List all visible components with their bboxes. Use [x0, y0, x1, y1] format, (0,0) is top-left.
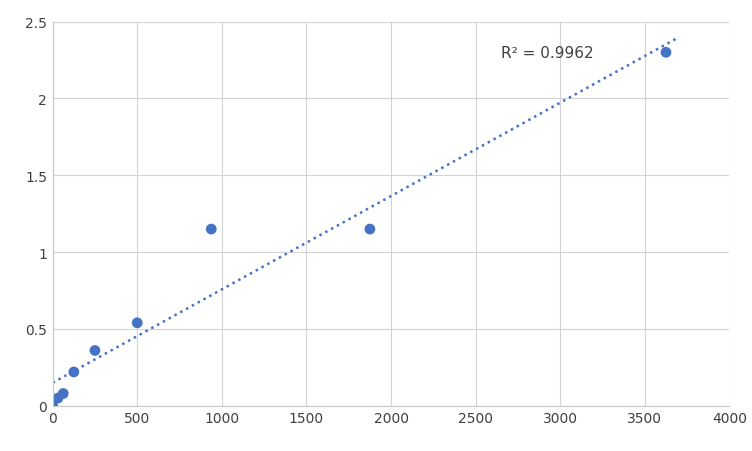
Point: [660, 50, 672, 57]
Point: [89, 347, 101, 354]
Point: [205, 226, 217, 233]
Text: R² = 0.9962: R² = 0.9962: [501, 46, 593, 61]
Point: [131, 319, 143, 327]
Point: [47, 402, 59, 410]
Point: [364, 226, 376, 233]
Point: [68, 368, 80, 376]
Point: [57, 390, 69, 397]
Point: [52, 395, 64, 402]
